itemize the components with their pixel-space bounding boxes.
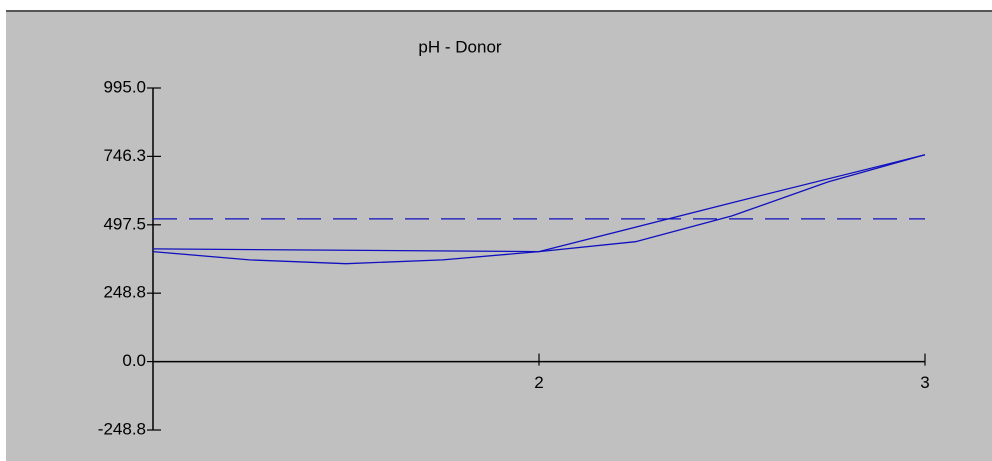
y-tick-label: -248.8	[98, 419, 146, 438]
chart-title: pH - Donor	[418, 37, 501, 56]
y-tick-label: 497.5	[103, 214, 146, 233]
series-line	[152, 154, 926, 253]
left-margin	[0, 0, 6, 461]
series-line	[152, 154, 926, 265]
y-tick-label: 0.0	[122, 351, 146, 370]
y-tick-label: 746.3	[103, 146, 146, 165]
x-tick-label: 2	[534, 373, 543, 392]
y-tick-label: 995.0	[103, 77, 146, 96]
y-tick-label: 248.8	[103, 283, 146, 302]
x-tick-label: 3	[920, 373, 929, 392]
top-margin	[0, 0, 992, 10]
